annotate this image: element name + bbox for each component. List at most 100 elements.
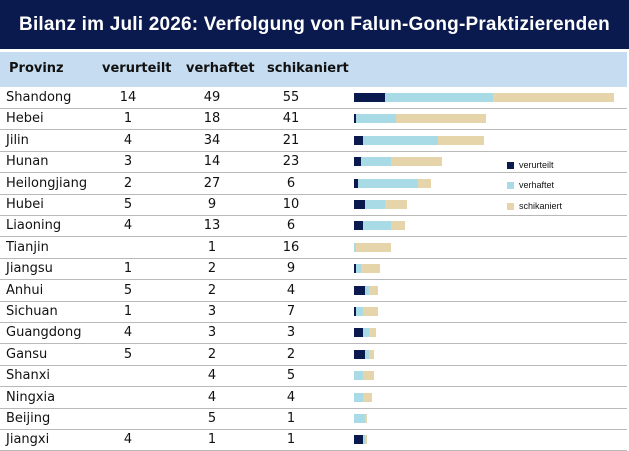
value-sentenced: 4 — [123, 218, 133, 234]
row-divider — [0, 150, 627, 152]
value-arrested: 3 — [207, 304, 217, 319]
bar-segment-sentenced — [354, 349, 365, 359]
row-divider — [0, 364, 627, 366]
bar-segment-sentenced — [354, 285, 365, 295]
value-arrested: 4 — [207, 368, 217, 384]
bar-segment-sentenced — [354, 178, 359, 188]
table-row: Gansu 5 2 2 — [0, 344, 627, 365]
value-harassed: 6 — [286, 175, 296, 191]
table-row: Shanxi 4 5 — [0, 365, 627, 386]
legend-label: verhaftet — [519, 180, 555, 190]
bar-segment-sentenced — [354, 264, 357, 274]
province-name: Anhui — [6, 282, 44, 298]
value-harassed: 6 — [286, 218, 296, 234]
bar-segment-harassed — [365, 435, 368, 445]
legend-label: verurteilt — [519, 160, 554, 170]
legend-label: schikaniert — [519, 201, 563, 211]
header-harassed: schikaniert — [267, 61, 349, 76]
row-divider — [0, 428, 627, 430]
bar-segment-arrested — [365, 285, 370, 295]
bar-segment-arrested — [354, 414, 365, 423]
value-sentenced: 1 — [123, 111, 133, 127]
table-row: Shandong 14 49 55 — [0, 87, 627, 108]
value-harassed: 1 — [286, 411, 296, 426]
bar-segment-arrested — [362, 135, 438, 145]
value-harassed: 16 — [282, 239, 300, 255]
row-divider — [0, 257, 627, 259]
value-arrested: 13 — [203, 218, 221, 234]
province-name: Guangdong — [6, 325, 82, 341]
province-name: Jilin — [6, 132, 29, 148]
table-row: Heilongjiang 2 27 6 — [0, 173, 627, 194]
value-arrested: 2 — [207, 346, 217, 362]
row-divider — [0, 129, 627, 131]
value-arrested: 5 — [207, 411, 217, 426]
value-arrested: 1 — [207, 239, 217, 255]
value-sentenced: 1 — [123, 261, 133, 277]
bar-segment-sentenced — [354, 93, 385, 102]
row-divider — [0, 407, 627, 409]
header-province: Provinz — [9, 61, 64, 76]
table-row: Jilin 4 34 21 — [0, 130, 627, 151]
bar-segment-harassed — [365, 414, 368, 423]
bar-segment-sentenced — [354, 328, 363, 338]
row-divider — [0, 236, 627, 238]
province-name: Ningxia — [6, 389, 56, 405]
value-sentenced: 14 — [119, 90, 137, 105]
value-harassed: 55 — [282, 90, 300, 105]
table-row: Jiangxi 4 1 1 — [0, 429, 627, 450]
value-sentenced: 5 — [123, 282, 133, 298]
bar-segment-arrested — [384, 93, 493, 102]
bar-segment-harassed — [360, 264, 381, 274]
province-name: Shanxi — [6, 368, 51, 384]
value-sentenced: 4 — [123, 432, 133, 448]
bar-segment-harassed — [362, 307, 379, 316]
title-bar: Bilanz im Juli 2026: Verfolgung von Falu… — [0, 0, 629, 49]
table-row: Sichuan 1 3 7 — [0, 301, 627, 322]
value-arrested: 14 — [203, 154, 221, 170]
bar-segment-harassed — [369, 285, 379, 295]
table-row: Hunan 3 14 23 — [0, 151, 627, 172]
bar-segment-arrested — [354, 371, 363, 381]
province-name: Shandong — [6, 90, 72, 105]
value-sentenced: 4 — [123, 325, 133, 341]
bar-segment-harassed — [362, 371, 374, 381]
value-harassed: 23 — [282, 154, 300, 170]
province-name: Sichuan — [6, 304, 58, 319]
table-row: Ningxia 4 4 — [0, 387, 627, 408]
header-sentenced: verurteilt — [102, 61, 172, 76]
province-name: Jiangsu — [6, 261, 53, 277]
value-arrested: 27 — [203, 175, 221, 191]
table-row: Hebei 1 18 41 — [0, 108, 627, 129]
row-divider — [0, 386, 627, 388]
legend-swatch — [507, 182, 514, 189]
value-harassed: 10 — [282, 197, 300, 212]
bar-segment-arrested — [356, 264, 361, 274]
row-divider — [0, 107, 627, 109]
bar-segment-harassed — [391, 221, 405, 231]
province-name: Gansu — [6, 346, 48, 362]
table-row: Beijing 5 1 — [0, 408, 627, 429]
chart-title: Bilanz im Juli 2026: Verfolgung von Falu… — [19, 13, 610, 35]
row-divider — [0, 321, 627, 323]
value-harassed: 5 — [286, 368, 296, 384]
value-sentenced: 4 — [123, 132, 133, 148]
value-harassed: 9 — [286, 261, 296, 277]
province-name: Heilongjiang — [6, 175, 88, 191]
province-name: Hunan — [6, 154, 49, 170]
bar-segment-sentenced — [354, 221, 363, 231]
bar-segment-sentenced — [354, 435, 363, 445]
bar-segment-harassed — [369, 328, 376, 338]
value-harassed: 41 — [282, 111, 300, 127]
table-header: Provinz verurteilt verhaftet schikaniert — [0, 52, 627, 87]
table-row: Liaoning 4 13 6 — [0, 215, 627, 236]
value-arrested: 1 — [207, 432, 217, 448]
value-arrested: 18 — [203, 111, 221, 127]
legend-swatch — [507, 162, 514, 169]
value-harassed: 7 — [286, 304, 296, 319]
bar-segment-arrested — [354, 392, 363, 402]
header-arrested: verhaftet — [186, 61, 255, 76]
bar-segment-harassed — [356, 242, 392, 252]
table-row: Tianjin 1 16 — [0, 237, 627, 258]
value-arrested: 2 — [207, 261, 217, 277]
